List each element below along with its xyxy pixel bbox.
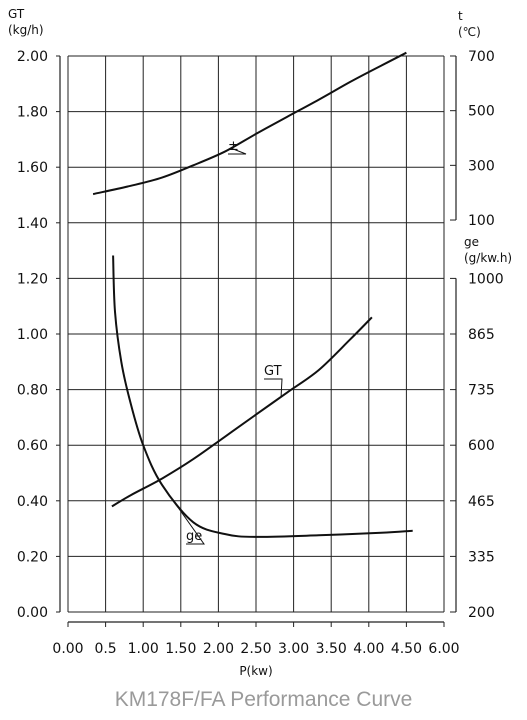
x-tick-label: 2.50	[240, 641, 271, 657]
x-tick-label: 2.00	[203, 641, 234, 657]
ge-curve	[112, 255, 413, 538]
ge-label: ge	[186, 529, 202, 544]
x-tick-label: 4.00	[353, 641, 384, 657]
right-bottom-axis-title: ge	[464, 235, 479, 249]
right-bottom-tick-label: 600	[468, 438, 495, 454]
grid	[67, 55, 445, 613]
left-tick-label: 1.20	[17, 271, 48, 287]
right-top-tick-label: 300	[468, 158, 495, 174]
right-bottom-tick-label: 465	[468, 494, 495, 510]
right-top-tick-label: 500	[468, 104, 495, 120]
tick-labels: 2.00 1.80 1.60 1.40 1.20 1.00 0.80 0.60 0.40 0.20…	[8, 7, 512, 678]
chart-caption: KM178F/FA Performance Curve	[114, 688, 413, 711]
x-tick-label: 6.00	[428, 641, 459, 657]
x-axis-title: P(kw)	[239, 664, 272, 678]
right-bottom-axis-title: (g/kw.h)	[464, 251, 512, 265]
right-top-tick-label: 700	[468, 49, 495, 65]
temperature-curve	[92, 51, 407, 196]
left-tick-label: 0.00	[17, 605, 48, 621]
right-bottom-tick-label: 335	[468, 549, 495, 565]
left-tick-label: 0.40	[17, 494, 48, 510]
x-tick-label: 0.5	[94, 641, 116, 657]
left-tick-label: 0.20	[17, 549, 48, 565]
x-tick-label: 0.00	[52, 641, 83, 657]
gt-label-leader	[264, 378, 283, 397]
x-tick-label: 1.50	[165, 641, 196, 657]
left-tick-label: 1.40	[17, 216, 48, 232]
right-top-axis-title: (℃)	[458, 25, 481, 39]
ge-label-leader	[161, 484, 205, 545]
right-bottom-tick-label: 1000	[468, 271, 504, 287]
gt-curve	[111, 316, 373, 508]
annotations: ± GT ge	[161, 139, 283, 545]
left-tick-label: 1.60	[17, 160, 48, 176]
left-tick-label: 2.00	[17, 49, 48, 65]
right-top-axis-title: t	[458, 9, 463, 23]
left-axis-title: GT	[8, 7, 25, 21]
left-tick-label: 1.80	[17, 105, 48, 121]
right-bottom-tick-label: 865	[468, 327, 495, 343]
temperature-label-leader	[228, 147, 247, 155]
x-tick-label: 3.50	[316, 641, 347, 657]
left-tick-label: 0.60	[17, 438, 48, 454]
left-tick-label: 1.00	[17, 327, 48, 343]
x-tick-label: 1.00	[128, 641, 159, 657]
axes	[56, 55, 457, 627]
left-tick-label: 0.80	[17, 383, 48, 399]
gt-label: GT	[264, 364, 282, 379]
series-lines	[92, 51, 413, 538]
right-top-tick-label: 100	[468, 213, 495, 229]
right-bottom-tick-label: 735	[468, 383, 495, 399]
temperature-label: ±	[228, 139, 239, 154]
left-axis-title: (kg/h)	[8, 23, 44, 37]
x-tick-label: 4.50	[391, 641, 422, 657]
x-tick-label: 3.00	[278, 641, 309, 657]
right-bottom-tick-label: 200	[468, 605, 495, 621]
